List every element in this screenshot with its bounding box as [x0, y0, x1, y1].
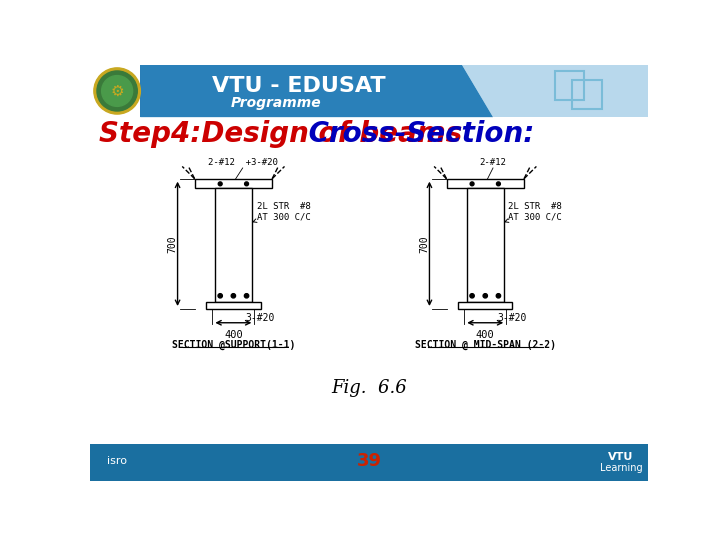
Text: VTU - EDUSAT: VTU - EDUSAT: [212, 76, 386, 96]
Text: VTU: VTU: [608, 453, 634, 462]
Bar: [446, 179, 524, 188]
Bar: [572, 80, 601, 110]
Text: SECTION @ MID-SPAN (2-2): SECTION @ MID-SPAN (2-2): [415, 340, 556, 350]
Polygon shape: [140, 65, 493, 117]
Circle shape: [244, 294, 248, 298]
Bar: [555, 71, 585, 100]
Polygon shape: [245, 444, 648, 481]
Circle shape: [470, 294, 474, 298]
Text: Learning: Learning: [600, 462, 642, 472]
Circle shape: [97, 71, 138, 111]
Text: SECTION @SUPPORT(1-1): SECTION @SUPPORT(1-1): [171, 340, 295, 350]
Bar: [458, 302, 513, 309]
FancyBboxPatch shape: [415, 65, 648, 117]
Bar: [90, 444, 648, 481]
Bar: [467, 188, 504, 302]
Text: isro: isro: [107, 456, 127, 467]
Circle shape: [245, 182, 248, 186]
Circle shape: [496, 294, 500, 298]
Text: 700: 700: [167, 235, 177, 253]
Text: 2-#12  +3-#20: 2-#12 +3-#20: [208, 158, 278, 167]
Polygon shape: [462, 65, 648, 117]
Circle shape: [470, 182, 474, 186]
Text: 39: 39: [356, 453, 382, 470]
Circle shape: [218, 294, 222, 298]
Circle shape: [94, 68, 140, 114]
Text: Step4:Design of beams: Step4:Design of beams: [99, 120, 462, 148]
Text: 2L STR  #8
AT 300 C/C: 2L STR #8 AT 300 C/C: [505, 202, 562, 222]
Text: 400: 400: [224, 330, 243, 340]
Circle shape: [231, 294, 235, 298]
Text: 3-#20: 3-#20: [497, 313, 526, 323]
Circle shape: [102, 76, 132, 106]
Polygon shape: [400, 444, 648, 481]
Bar: [90, 65, 648, 117]
Bar: [206, 302, 261, 309]
Bar: [140, 65, 497, 117]
Circle shape: [483, 294, 487, 298]
Text: 2L STR  #8
AT 300 C/C: 2L STR #8 AT 300 C/C: [253, 202, 310, 222]
Text: 2-#12: 2-#12: [480, 158, 506, 167]
Circle shape: [497, 182, 500, 186]
Text: Programme: Programme: [230, 96, 321, 110]
Circle shape: [218, 182, 222, 186]
Bar: [194, 179, 272, 188]
Text: 400: 400: [476, 330, 495, 340]
Text: ⚙: ⚙: [110, 84, 124, 98]
Text: 700: 700: [419, 235, 429, 253]
Text: Fig.  6.6: Fig. 6.6: [331, 379, 407, 397]
Text: Cross-Section:: Cross-Section:: [300, 120, 535, 148]
Bar: [215, 188, 252, 302]
Text: 3-#20: 3-#20: [245, 313, 274, 323]
